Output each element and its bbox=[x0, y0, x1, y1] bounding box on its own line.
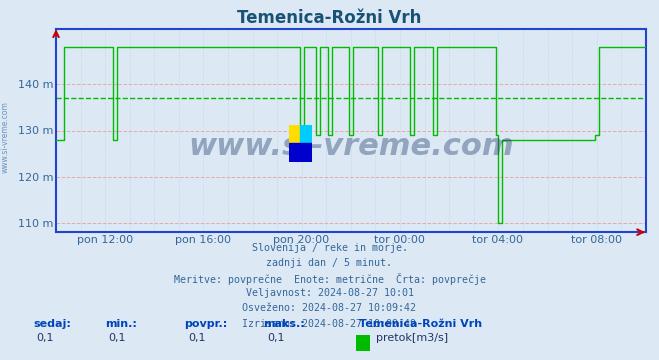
Text: www.si-vreme.com: www.si-vreme.com bbox=[1, 101, 10, 173]
Text: Izrisano: 2024-08-27 10:09:49: Izrisano: 2024-08-27 10:09:49 bbox=[243, 319, 416, 329]
Text: zadnji dan / 5 minut.: zadnji dan / 5 minut. bbox=[266, 258, 393, 268]
Text: 0,1: 0,1 bbox=[109, 333, 127, 343]
Text: Osveženo: 2024-08-27 10:09:42: Osveženo: 2024-08-27 10:09:42 bbox=[243, 303, 416, 314]
Text: min.:: min.: bbox=[105, 319, 137, 329]
Text: 0,1: 0,1 bbox=[36, 333, 54, 343]
Text: 0,1: 0,1 bbox=[267, 333, 285, 343]
Text: Slovenija / reke in morje.: Slovenija / reke in morje. bbox=[252, 243, 407, 253]
Text: Temenica-Rožni Vrh: Temenica-Rožni Vrh bbox=[359, 319, 482, 329]
Text: 0,1: 0,1 bbox=[188, 333, 206, 343]
Text: pretok[m3/s]: pretok[m3/s] bbox=[376, 333, 447, 343]
Text: Veljavnost: 2024-08-27 10:01: Veljavnost: 2024-08-27 10:01 bbox=[246, 288, 413, 298]
Text: www.si-vreme.com: www.si-vreme.com bbox=[188, 132, 514, 161]
Text: Temenica-Rožni Vrh: Temenica-Rožni Vrh bbox=[237, 9, 422, 27]
Text: maks.:: maks.: bbox=[264, 319, 305, 329]
Text: povpr.:: povpr.: bbox=[185, 319, 228, 329]
Text: sedaj:: sedaj: bbox=[33, 319, 71, 329]
Text: Meritve: povprečne  Enote: metrične  Črta: povprečje: Meritve: povprečne Enote: metrične Črta:… bbox=[173, 273, 486, 285]
